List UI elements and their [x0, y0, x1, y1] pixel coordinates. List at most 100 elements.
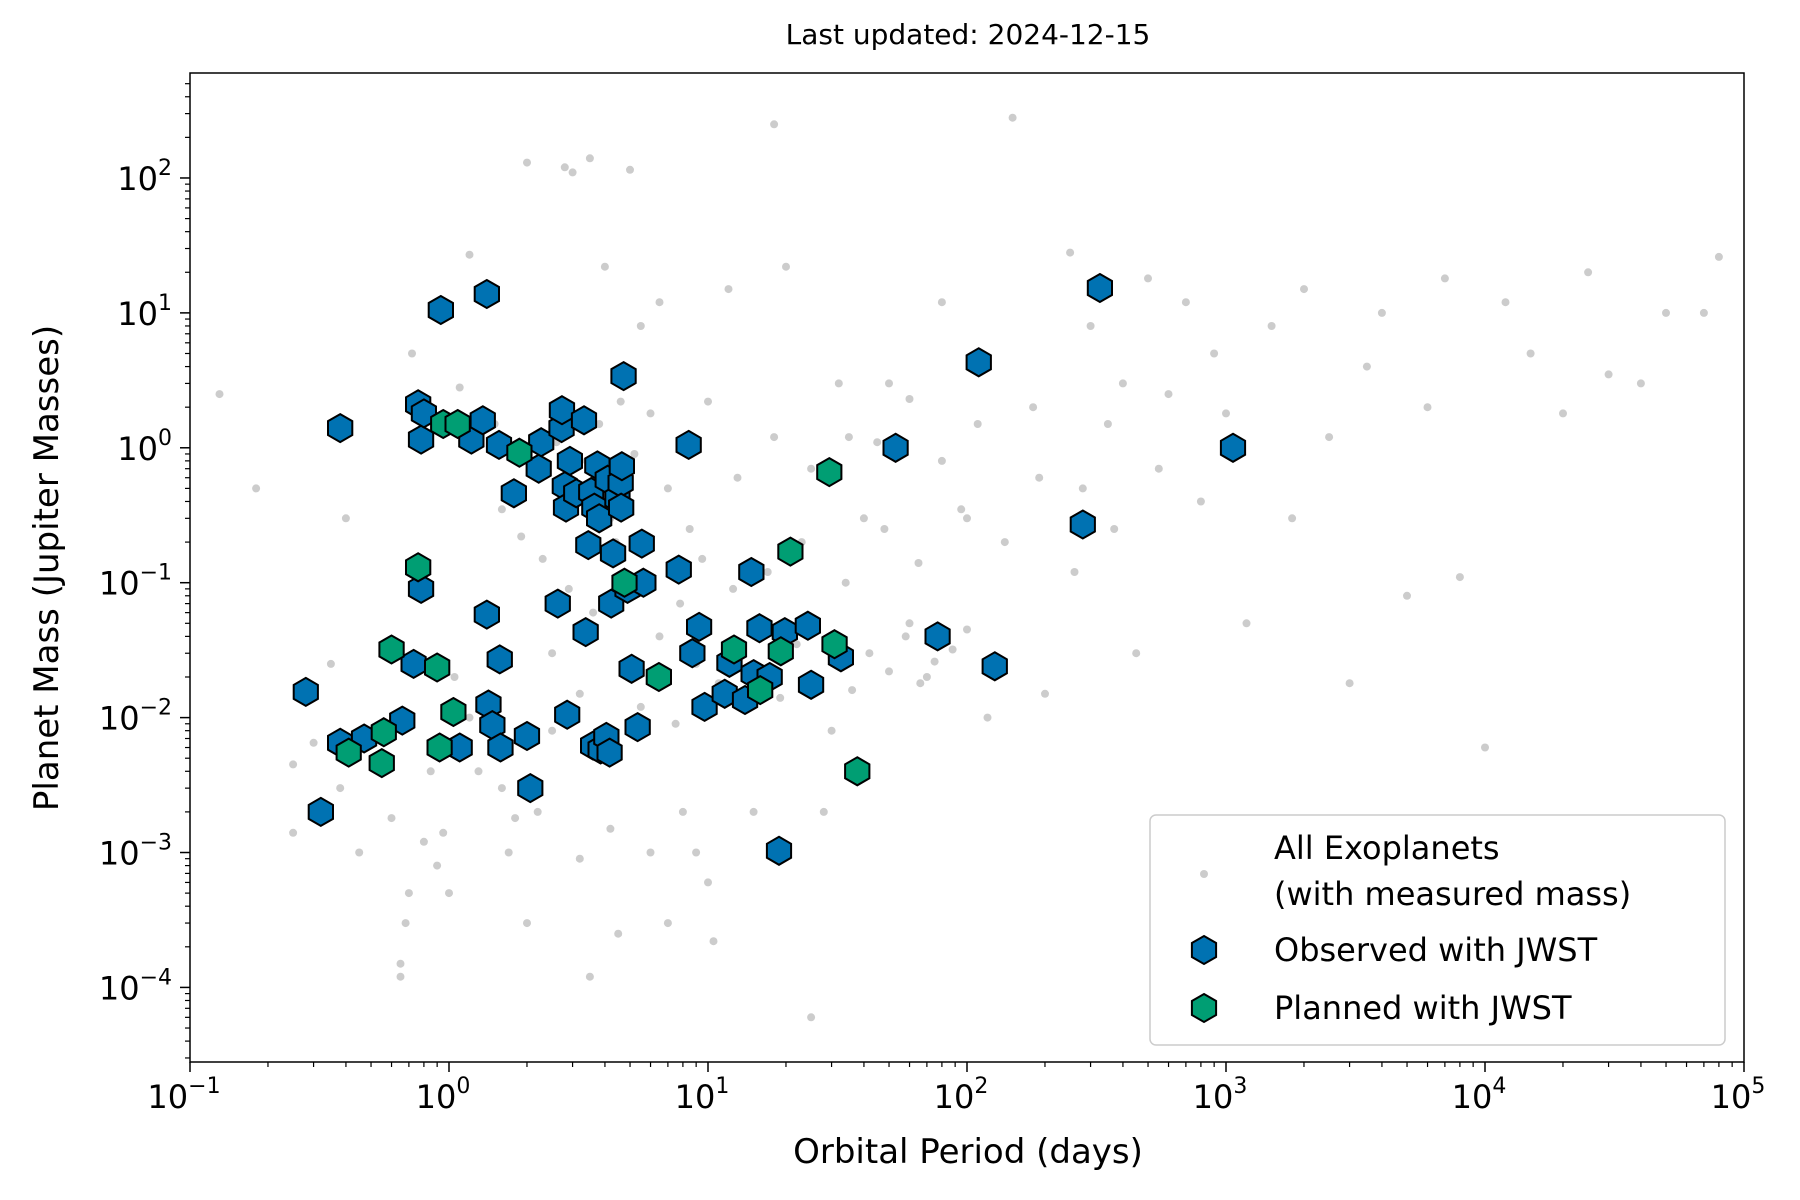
jwst-observed-point	[797, 669, 825, 700]
all-exoplanet-point	[450, 673, 459, 681]
all-exoplanet-point	[426, 767, 435, 776]
all-exoplanet-point	[963, 625, 971, 634]
all-exoplanet-point	[575, 689, 584, 698]
all-exoplanet-point	[585, 972, 594, 981]
jwst-observed-point	[675, 429, 702, 461]
all-exoplanet-point	[646, 848, 655, 857]
all-exoplanet-point	[1662, 308, 1670, 317]
jwst-observed-point	[544, 588, 571, 619]
all-exoplanet-point	[326, 659, 335, 668]
jwst-planned-point	[426, 732, 453, 763]
all-exoplanet-point	[937, 298, 946, 307]
jwst-observed-point	[327, 412, 354, 444]
all-exoplanet-point	[560, 163, 569, 172]
jwst-observed-point	[570, 405, 598, 436]
all-exoplanet-point	[401, 919, 410, 928]
jwst-planned-point	[844, 756, 871, 787]
jwst-observed-point	[608, 492, 635, 523]
all-exoplanet-point	[841, 578, 850, 587]
legend-box	[1149, 814, 1726, 1046]
all-exoplanet-point	[880, 525, 889, 533]
y-tick-label: 102	[117, 156, 172, 198]
all-exoplanet-point	[387, 814, 396, 823]
all-exoplanet-point	[807, 464, 816, 473]
all-exoplanet-point	[396, 972, 405, 981]
all-exoplanet-point	[1000, 538, 1009, 547]
all-exoplanet-point	[336, 784, 345, 793]
jwst-observed-point	[765, 835, 793, 866]
y-axis: 10−4 10−3 10−2 10−1 100 101 102	[99, 83, 190, 1059]
all-exoplanet-point	[568, 168, 577, 177]
jwst-planned-point	[767, 636, 794, 667]
all-exoplanet-point	[859, 514, 868, 523]
legend-observed-label: Observed with JWST	[1274, 931, 1598, 969]
all-exoplanet-point	[1604, 370, 1613, 379]
y-tick-label: 10−4	[99, 965, 172, 1007]
all-exoplanet-point	[1288, 514, 1297, 523]
all-exoplanet-point	[973, 420, 982, 428]
all-exoplanet-point	[1267, 322, 1276, 330]
all-exoplanet-point	[433, 861, 442, 870]
all-exoplanet-point	[724, 285, 733, 294]
x-tick-label: 104	[1452, 1074, 1507, 1116]
jwst-planned-point	[777, 536, 804, 567]
all-exoplanet-point	[404, 889, 413, 898]
all-exoplanet-point	[819, 807, 828, 816]
all-exoplanet-point	[676, 599, 685, 608]
jwst-observed-point	[1069, 509, 1096, 540]
all-exoplanet-point	[630, 450, 639, 458]
legend-all-label-line2: (with measured mass)	[1274, 875, 1631, 913]
jwst-observed-point	[407, 573, 435, 605]
all-exoplanet-point	[655, 298, 664, 307]
all-exoplanet-point	[616, 397, 625, 406]
jwst-planned-points	[335, 408, 871, 787]
jwst-observed-point	[500, 478, 527, 509]
all-exoplanet-point	[1714, 252, 1723, 261]
jwst-observed-point	[473, 599, 500, 630]
all-exoplanet-point	[538, 554, 547, 563]
all-exoplanet-point	[749, 807, 758, 816]
jwst-observed-point	[575, 529, 602, 561]
all-exoplanet-point	[937, 456, 946, 465]
all-exoplanet-point	[776, 693, 785, 702]
jwst-observed-point	[924, 621, 951, 652]
all-exoplanet-point	[606, 824, 615, 833]
all-exoplanet-point	[1066, 248, 1075, 257]
all-exoplanet-point	[916, 679, 925, 688]
jwst-observed-point	[665, 554, 692, 585]
y-tick-label: 101	[117, 291, 172, 333]
all-exoplanet-point	[533, 807, 542, 816]
jwst-observed-point	[746, 613, 773, 644]
jwst-planned-point	[611, 567, 638, 598]
jwst-observed-point	[679, 638, 706, 669]
all-exoplanet-point	[1403, 591, 1411, 600]
all-exoplanet-point	[782, 262, 790, 271]
jwst-observed-point	[556, 445, 583, 477]
jwst-planned-point	[816, 456, 843, 488]
all-exoplanet-point	[355, 848, 364, 857]
all-exoplanet-point	[1086, 322, 1095, 330]
all-exoplanet-point	[1078, 484, 1087, 493]
jwst-observed-point	[407, 424, 435, 455]
legend-planned-label: Planned with JWST	[1274, 989, 1572, 1027]
x-axis: 10−1 100 101 102 103 104 105	[147, 1062, 1765, 1116]
all-exoplanet-point	[1041, 689, 1049, 698]
jwst-observed-point	[586, 503, 613, 534]
all-exoplanet-point	[1118, 379, 1127, 388]
all-exoplanet-point	[763, 568, 772, 576]
jwst-observed-point	[517, 772, 544, 804]
all-exoplanet-point	[548, 649, 557, 658]
all-exoplanet-point	[215, 390, 224, 399]
all-exoplanet-point	[704, 397, 712, 406]
all-exoplanet-point	[1699, 308, 1708, 317]
all-exoplanet-point	[1345, 679, 1354, 688]
jwst-observed-point	[624, 711, 651, 743]
all-exoplanet-point	[1154, 464, 1163, 473]
all-exoplanet-point	[636, 702, 645, 711]
all-exoplanet-point	[905, 395, 914, 403]
all-exoplanet-point	[614, 929, 623, 938]
x-axis-label: Orbital Period (days)	[793, 1132, 1143, 1172]
all-exoplanet-point	[948, 645, 957, 654]
all-exoplanet-point	[922, 673, 931, 681]
